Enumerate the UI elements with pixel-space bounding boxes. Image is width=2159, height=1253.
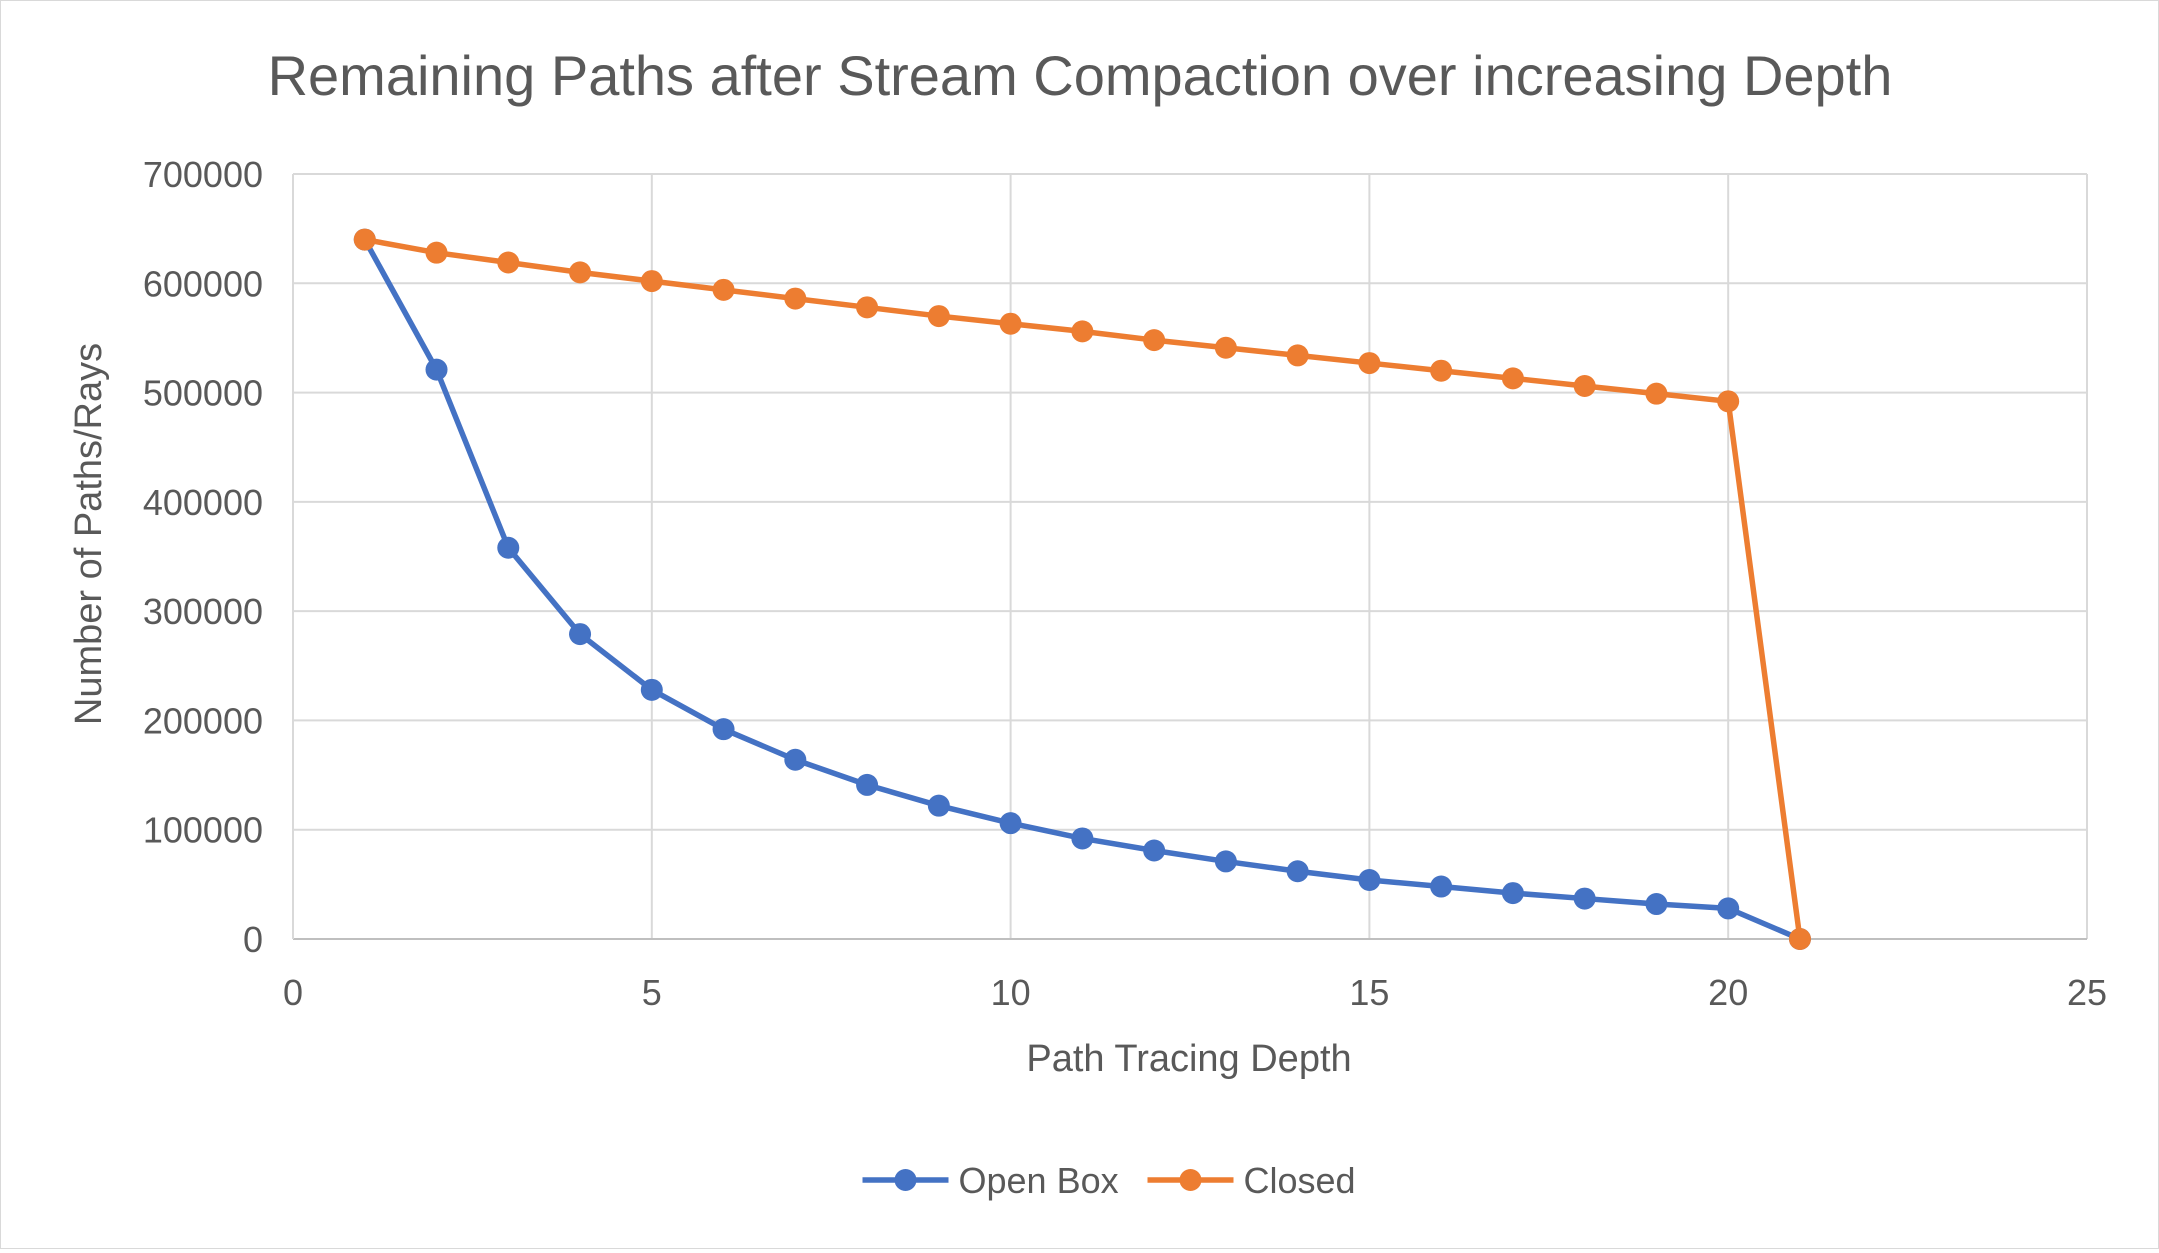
x-tick-label: 20: [1708, 972, 1748, 1013]
data-point-open-box: [1501, 882, 1524, 905]
x-axis-label: Path Tracing Depth: [1026, 1038, 1351, 1080]
series: [353, 228, 1811, 950]
x-tick-label: 5: [642, 972, 662, 1013]
legend-swatch-marker: [1179, 1169, 1202, 1191]
data-point-closed: [856, 296, 879, 319]
data-point-closed: [1645, 382, 1668, 405]
data-point-open-box: [1645, 893, 1668, 916]
y-tick-label: 200000: [143, 700, 263, 741]
data-point-open-box: [569, 623, 592, 646]
data-point-closed: [1430, 359, 1453, 382]
data-point-closed: [1143, 329, 1166, 352]
data-point-open-box: [1430, 875, 1453, 898]
data-point-closed: [640, 270, 663, 293]
data-point-closed: [1573, 375, 1596, 398]
data-point-closed: [999, 312, 1022, 335]
x-tick-label: 0: [283, 972, 303, 1013]
data-point-open-box: [999, 812, 1022, 835]
data-point-closed: [927, 305, 950, 328]
data-point-open-box: [1573, 887, 1596, 910]
y-tick-label: 600000: [143, 263, 263, 304]
data-point-closed: [1501, 367, 1524, 390]
data-point-open-box: [640, 678, 663, 701]
data-point-closed: [1717, 390, 1740, 413]
data-point-closed: [569, 261, 592, 284]
legend: Open Box Closed: [862, 1160, 1356, 1201]
data-point-open-box: [1143, 839, 1166, 862]
data-point-closed: [353, 228, 376, 251]
legend-item-open-box: Open Box: [862, 1160, 1119, 1201]
data-point-closed: [712, 278, 735, 301]
y-tick-label: 100000: [143, 810, 263, 851]
data-point-open-box: [1214, 850, 1237, 873]
data-point-open-box: [1286, 860, 1309, 883]
legend-item-closed: Closed: [1147, 1160, 1356, 1201]
data-point-closed: [1358, 352, 1381, 375]
series-open-box: [353, 228, 1811, 950]
series-closed: [353, 228, 1811, 950]
legend-swatch-marker: [894, 1169, 917, 1191]
data-point-closed: [425, 241, 448, 264]
data-point-closed: [1286, 344, 1309, 367]
data-point-closed: [1788, 928, 1811, 950]
data-point-open-box: [497, 536, 520, 559]
data-point-open-box: [712, 718, 735, 741]
gridlines: [293, 173, 2088, 939]
data-point-open-box: [1717, 897, 1740, 920]
legend-label: Open Box: [959, 1160, 1119, 1201]
y-tick-label: 0: [243, 919, 263, 960]
y-tick-label: 400000: [143, 482, 263, 523]
x-axis-ticks: 0 5 10 15 20 25: [283, 972, 2107, 1013]
y-tick-label: 700000: [143, 154, 263, 195]
data-point-closed: [1071, 320, 1094, 343]
data-point-open-box: [927, 794, 950, 817]
data-point-open-box: [425, 358, 448, 381]
y-axis-ticks: 0 100000 200000 300000 400000 500000 600000 700…: [143, 154, 263, 960]
data-point-open-box: [1358, 868, 1381, 891]
data-point-closed: [784, 287, 807, 310]
axes: [292, 174, 2087, 940]
data-point-open-box: [1071, 827, 1094, 850]
legend-label: Closed: [1244, 1160, 1356, 1201]
data-point-open-box: [856, 773, 879, 796]
x-tick-label: 15: [1349, 972, 1389, 1013]
data-point-closed: [497, 251, 520, 274]
x-tick-label: 10: [991, 972, 1031, 1013]
y-axis-label: Number of Paths/Rays: [68, 343, 110, 725]
data-point-closed: [1214, 336, 1237, 359]
y-tick-label: 300000: [143, 591, 263, 632]
x-tick-label: 25: [2067, 972, 2107, 1013]
chart-title: Remaining Paths after Stream Compaction …: [268, 44, 1893, 107]
y-tick-label: 500000: [143, 373, 263, 414]
data-point-open-box: [784, 748, 807, 771]
